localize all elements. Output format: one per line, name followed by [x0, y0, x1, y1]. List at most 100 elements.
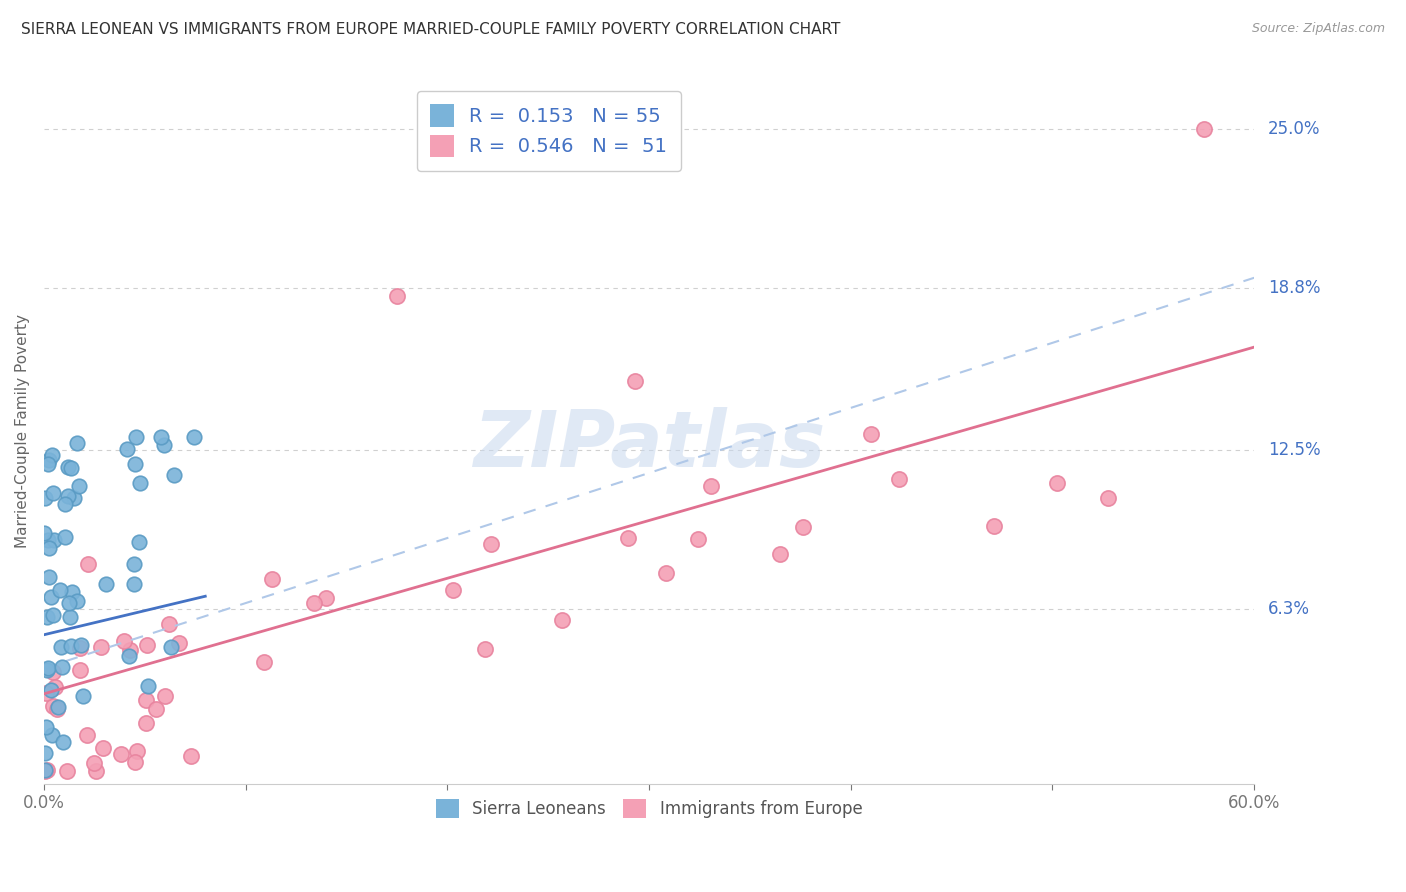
Point	[474, 642, 496, 657]
Point	[260, 572, 283, 586]
Point	[118, 648, 141, 663]
Point	[135, 716, 157, 731]
Point	[76, 728, 98, 742]
Point	[37, 764, 59, 778]
Point	[46, 699, 69, 714]
Point	[859, 427, 882, 442]
Point	[35, 663, 58, 677]
Point	[90, 640, 112, 655]
Point	[42, 607, 65, 622]
Point	[38, 569, 60, 583]
Point	[67, 479, 90, 493]
Point	[53, 530, 76, 544]
Point	[180, 748, 202, 763]
Point	[49, 583, 72, 598]
Point	[66, 435, 89, 450]
Point	[112, 633, 135, 648]
Point	[688, 533, 710, 547]
Point	[56, 489, 79, 503]
Point	[42, 698, 65, 713]
Point	[42, 486, 65, 500]
Point	[51, 660, 73, 674]
Point	[60, 585, 83, 599]
Point	[136, 638, 159, 652]
Point	[617, 532, 640, 546]
Point	[42, 533, 65, 547]
Point	[1046, 476, 1069, 491]
Point	[55, 764, 77, 778]
Point	[150, 430, 173, 444]
Point	[315, 591, 337, 605]
Point	[37, 458, 59, 472]
Point	[135, 693, 157, 707]
Point	[768, 547, 790, 561]
Point	[58, 459, 80, 474]
Point	[69, 641, 91, 656]
Point	[34, 491, 56, 505]
Point	[77, 558, 100, 572]
Point	[155, 689, 177, 703]
Text: 12.5%: 12.5%	[1268, 441, 1320, 458]
Point	[441, 582, 464, 597]
Text: ZIPatlas: ZIPatlas	[472, 407, 825, 483]
Point	[91, 741, 114, 756]
Point	[63, 491, 86, 505]
Point	[45, 702, 67, 716]
Text: SIERRA LEONEAN VS IMMIGRANTS FROM EUROPE MARRIED-COUPLE FAMILY POVERTY CORRELATI: SIERRA LEONEAN VS IMMIGRANTS FROM EUROPE…	[21, 22, 841, 37]
Point	[1097, 491, 1119, 506]
Point	[59, 610, 82, 624]
Point	[49, 640, 72, 654]
Point	[983, 519, 1005, 533]
Point	[127, 743, 149, 757]
Point	[1192, 121, 1215, 136]
Point	[128, 476, 150, 491]
Point	[83, 756, 105, 771]
Point	[94, 577, 117, 591]
Point	[34, 763, 56, 777]
Point	[42, 665, 65, 679]
Y-axis label: Married-Couple Family Poverty: Married-Couple Family Poverty	[15, 314, 30, 548]
Point	[792, 520, 814, 534]
Point	[60, 461, 83, 475]
Point	[120, 642, 142, 657]
Point	[58, 596, 80, 610]
Point	[41, 448, 63, 462]
Point	[624, 374, 647, 388]
Point	[183, 430, 205, 444]
Point	[160, 640, 183, 655]
Text: 6.3%: 6.3%	[1268, 600, 1310, 618]
Point	[304, 596, 326, 610]
Point	[39, 682, 62, 697]
Text: 18.8%: 18.8%	[1268, 279, 1320, 297]
Point	[37, 533, 59, 547]
Point	[84, 764, 107, 778]
Point	[32, 525, 55, 540]
Point	[125, 430, 148, 444]
Point	[44, 680, 66, 694]
Point	[122, 577, 145, 591]
Point	[52, 735, 75, 749]
Text: Source: ZipAtlas.com: Source: ZipAtlas.com	[1251, 22, 1385, 36]
Point	[35, 610, 58, 624]
Point	[53, 497, 76, 511]
Point	[163, 467, 186, 482]
Point	[38, 541, 60, 555]
Point	[35, 720, 58, 734]
Point	[124, 755, 146, 769]
Point	[136, 679, 159, 693]
Point	[157, 616, 180, 631]
Point	[551, 614, 574, 628]
Legend: Sierra Leoneans, Immigrants from Europe: Sierra Leoneans, Immigrants from Europe	[429, 792, 869, 825]
Point	[253, 655, 276, 669]
Point	[887, 472, 910, 486]
Point	[34, 764, 56, 778]
Point	[479, 537, 502, 551]
Point	[41, 728, 63, 742]
Point	[152, 438, 174, 452]
Point	[699, 479, 721, 493]
Point	[69, 663, 91, 677]
Point	[66, 594, 89, 608]
Point	[59, 639, 82, 653]
Point	[167, 636, 190, 650]
Text: 25.0%: 25.0%	[1268, 120, 1320, 137]
